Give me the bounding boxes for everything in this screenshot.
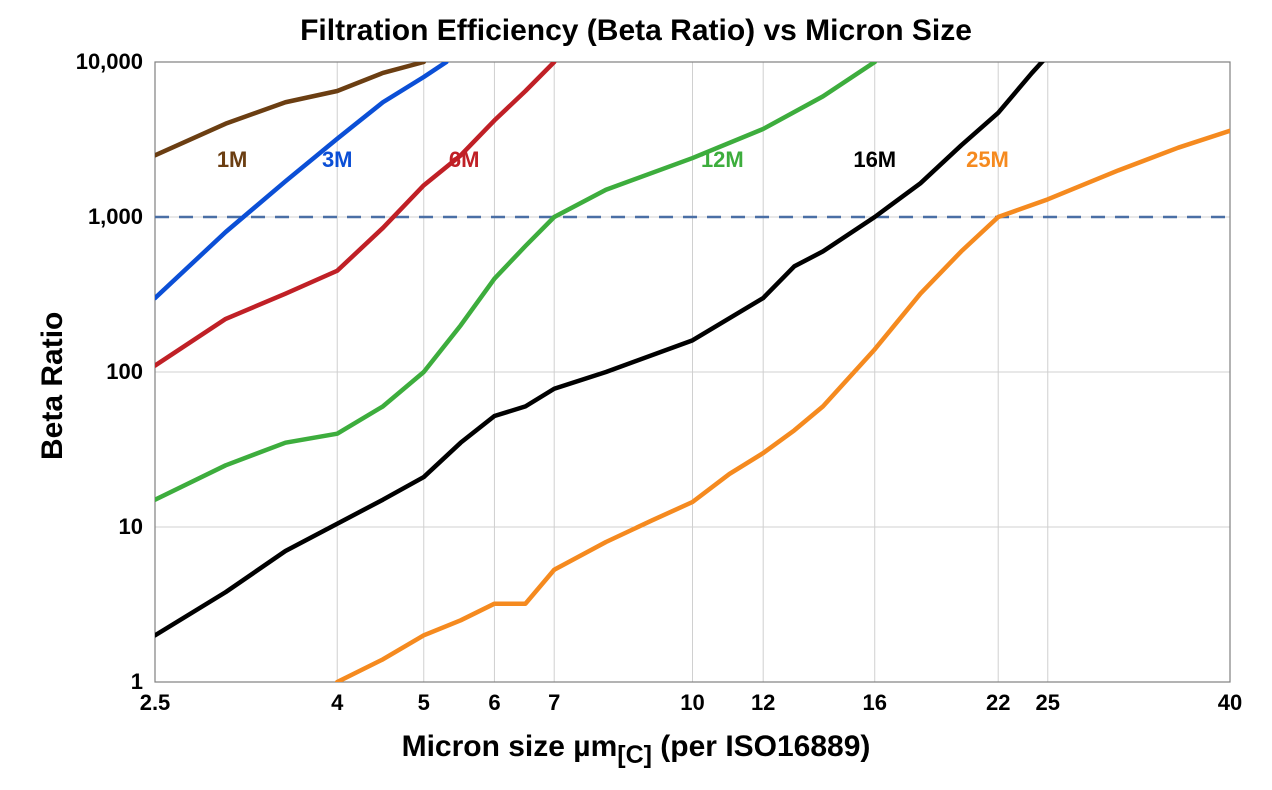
series-label-3M: 3M	[322, 147, 353, 172]
y-tick-label: 10	[119, 514, 143, 539]
chart-svg: 2.5 4 5 6 7 10 12 16 22 25 40 1 10 100 1,000 10,000 1M 3M…	[0, 0, 1272, 790]
x-tick-label: 2.5	[140, 690, 171, 715]
x-tick-label: 22	[986, 690, 1010, 715]
series-label-1M: 1M	[217, 147, 248, 172]
x-tick-label: 12	[751, 690, 775, 715]
series-label-12M: 12M	[701, 147, 744, 172]
y-tick-label: 1	[131, 669, 143, 694]
x-tick-label: 7	[548, 690, 560, 715]
series-label-16M: 16M	[853, 147, 896, 172]
chart-container: Filtration Efficiency (Beta Ratio) vs Mi…	[0, 0, 1272, 790]
x-tick-label: 6	[488, 690, 500, 715]
x-tick-label: 25	[1036, 690, 1060, 715]
y-tick-label: 100	[106, 359, 143, 384]
x-tick-label: 10	[680, 690, 704, 715]
x-tick-label: 5	[418, 690, 430, 715]
x-tick-label: 4	[331, 690, 344, 715]
series-label-6M: 6M	[449, 147, 480, 172]
series-label-25M: 25M	[966, 147, 1009, 172]
x-tick-label: 40	[1218, 690, 1242, 715]
y-tick-label: 10,000	[76, 49, 143, 74]
x-tick-label: 16	[862, 690, 886, 715]
y-tick-label: 1,000	[88, 204, 143, 229]
